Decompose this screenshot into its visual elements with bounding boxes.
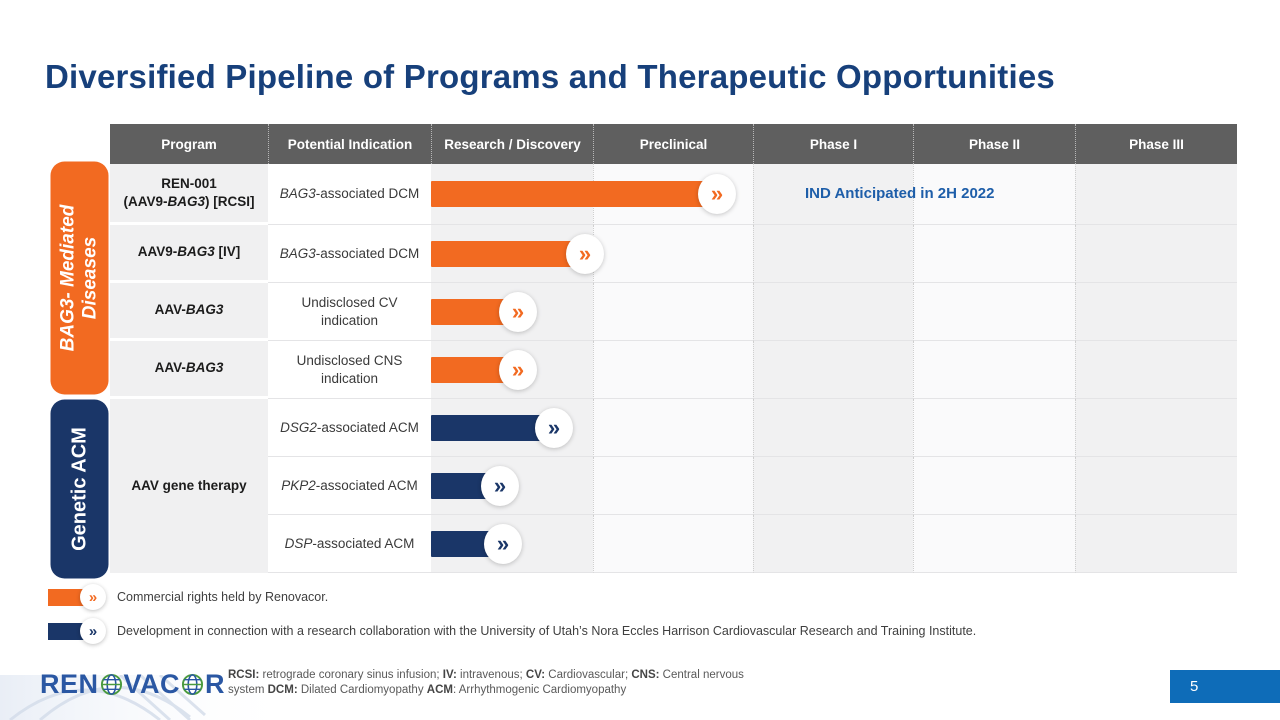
stage-cell: [1075, 225, 1237, 283]
program-name: AAV-BAG3: [154, 302, 224, 318]
program-cell-merged: AAV gene therapy: [110, 399, 268, 573]
legend-label: Commercial rights held by Renovacor.: [117, 590, 329, 604]
logo-text: REN: [40, 668, 99, 699]
stage-cell: [1075, 164, 1237, 225]
stage-cell: [913, 399, 1075, 457]
stage-cell: [753, 515, 913, 573]
program-cell: REN-001 (AAV9-BAG3) [RCSI]: [110, 164, 268, 225]
stage-cell: [913, 225, 1075, 283]
stage-cell: [1075, 341, 1237, 399]
group-tab-label: Diseases: [79, 236, 100, 319]
stage-cell: [913, 164, 1075, 225]
stage-cell: [431, 225, 593, 283]
legend-item-collaboration: » Development in connection with a resea…: [48, 618, 976, 644]
stage-cell: [913, 457, 1075, 515]
stage-cell: [593, 457, 753, 515]
stage-cell: [1075, 283, 1237, 341]
column-header-phase1: Phase I: [753, 124, 913, 164]
stage-cell: [913, 283, 1075, 341]
program-name: REN-001: [161, 175, 217, 191]
column-header-phase2: Phase II: [913, 124, 1075, 164]
stage-cell: [431, 399, 593, 457]
column-header-phase3: Phase III: [1075, 124, 1237, 164]
program-name: AAV-BAG3: [154, 360, 224, 376]
indication-cell: Undisclosed CV indication: [268, 283, 431, 341]
stage-cell: [431, 457, 593, 515]
program-cell: AAV-BAG3: [110, 341, 268, 399]
stage-cell: [431, 283, 593, 341]
column-header-research-discovery: Research / Discovery: [431, 124, 593, 164]
program-name-line2: (AAV9-BAG3) [RCSI]: [123, 194, 255, 209]
stage-cell: [1075, 457, 1237, 515]
renovacor-logo: REN VAC R: [40, 668, 225, 700]
column-header-indication: Potential Indication: [268, 124, 431, 164]
abbreviations-note: RCSI: retrograde coronary sinus infusion…: [228, 669, 744, 697]
stage-cell: [913, 515, 1075, 573]
stage-cell: [753, 164, 913, 225]
program-name: AAV gene therapy: [131, 477, 247, 493]
stage-cell: [593, 225, 753, 283]
indication-cell: Undisclosed CNS indication: [268, 341, 431, 399]
logo-text: VAC: [123, 668, 181, 699]
stage-cell: [431, 515, 593, 573]
page-number: 5: [1170, 670, 1280, 703]
program-cell: AAV9-BAG3 [IV]: [110, 225, 268, 283]
pipeline-table: Program Potential Indication Research / …: [110, 124, 1237, 573]
legend-chevron-icon: »: [80, 618, 106, 644]
legend-swatch-navy: [48, 622, 89, 640]
indication-cell: DSP-associated ACM: [268, 515, 431, 573]
stage-cell: [431, 341, 593, 399]
group-tab-label: BAG3- Mediated: [57, 204, 79, 351]
stage-cell: [753, 283, 913, 341]
group-tab-label: Genetic ACM: [67, 426, 90, 551]
stage-cell: [593, 164, 753, 225]
legend-swatch-orange: [48, 588, 89, 606]
program-cell: AAV-BAG3: [110, 283, 268, 341]
stage-cell: [1075, 515, 1237, 573]
stage-cell: [593, 515, 753, 573]
stage-cell: [593, 283, 753, 341]
page-number-text: 5: [1190, 678, 1199, 695]
legend-chevron-icon: »: [80, 584, 106, 610]
column-header-preclinical: Preclinical: [593, 124, 753, 164]
legend-item-commercial: » Commercial rights held by Renovacor.: [48, 584, 328, 610]
column-header-program: Program: [110, 124, 268, 164]
stage-cell: [753, 225, 913, 283]
legend-label: Development in connection with a researc…: [117, 624, 977, 638]
group-tab-genetic-acm: Genetic ACM: [50, 399, 108, 578]
stage-cell: [593, 399, 753, 457]
stage-cell: [753, 457, 913, 515]
indication-cell: DSG2-associated ACM: [268, 399, 431, 457]
page-title: Diversified Pipeline of Programs and The…: [45, 58, 1055, 95]
indication-cell: PKP2-associated ACM: [268, 457, 431, 515]
indication-cell: BAG3-associated DCM: [268, 164, 431, 225]
globe-icon: [100, 673, 122, 695]
indication-cell: BAG3-associated DCM: [268, 225, 431, 283]
group-tab-bag3: BAG3- Mediated Diseases: [50, 161, 108, 394]
stage-cell: [431, 164, 593, 225]
logo-text: R: [205, 668, 226, 699]
stage-cell: [913, 341, 1075, 399]
stage-cell: [1075, 399, 1237, 457]
stage-cell: [593, 341, 753, 399]
stage-cell: [753, 341, 913, 399]
stage-cell: [753, 399, 913, 457]
globe-icon: [181, 673, 204, 695]
program-name: AAV9-BAG3 [IV]: [137, 244, 241, 260]
